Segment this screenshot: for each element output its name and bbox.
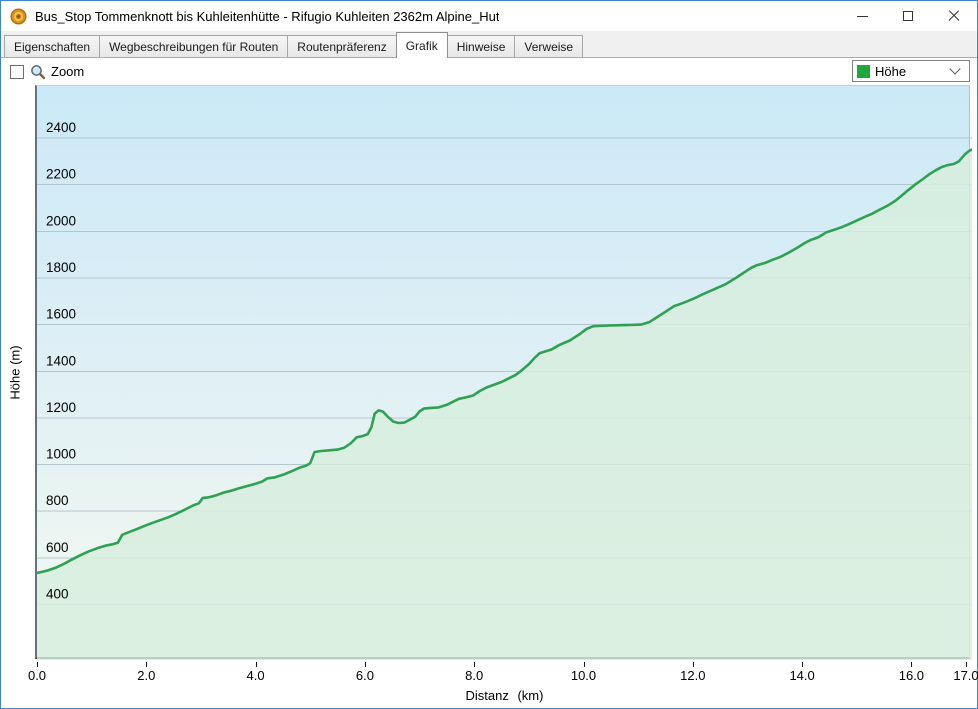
x-axis-tick [37,662,38,667]
zoom-checkbox-label: Zoom [51,64,85,79]
app-icon [10,8,27,24]
svg-text:2000: 2000 [46,213,76,228]
magnifier-icon [31,64,46,79]
zoom-checkbox[interactable] [10,64,24,79]
x-axis-tick [474,662,476,667]
close-icon [948,10,960,22]
x-axis-tick-label: 4.0 [246,668,265,683]
maximize-icon [903,11,913,21]
x-axis-tick [146,662,148,667]
x-axis-tick-label: 17.0 [953,668,978,683]
x-axis-title: Distanz (km) [465,688,544,703]
chevron-down-icon [949,63,961,75]
title-bar: Bus_Stop Tommenknott bis Kuhleitenhütte … [1,1,977,31]
legend-swatch [857,64,870,78]
plot-area[interactable]: 400 600 800 1000 1200 1400 1600 1800 2000 2200 240… [35,85,972,660]
x-axis-tick [802,662,804,667]
tab-hinweise[interactable]: Hinweise [446,35,516,57]
x-axis-tick-label: 10.0 [570,668,597,683]
x-axis-tick-label: 12.0 [680,668,706,683]
svg-text:400: 400 [46,587,69,602]
tab-grafik[interactable]: Grafik [395,32,448,58]
elevation-chart: Höhe (m) 400 600 800 1000 1200 1400 1600 1800 20… [1,85,978,708]
x-axis-tick-label: 2.0 [137,668,156,683]
maximize-button[interactable] [885,1,931,31]
x-axis-tick-label: 16.0 [898,668,925,683]
x-axis-tick [255,662,257,667]
x-axis-tick-label: 6.0 [355,668,374,683]
svg-text:2400: 2400 [46,120,76,135]
series-select-value: Höhe [875,63,907,79]
x-axis-tick [692,662,694,667]
svg-text:1400: 1400 [46,353,76,368]
graph-toolbar: Zoom Höhe [1,58,977,85]
svg-text:1000: 1000 [46,447,76,462]
svg-text:2200: 2200 [46,167,76,182]
elevation-profile-svg: 400 600 800 1000 1200 1400 1600 1800 2000 2200 240… [37,120,972,660]
svg-text:1200: 1200 [46,400,76,415]
close-button[interactable] [931,1,977,31]
x-axis-tick-label: 8.0 [465,668,484,683]
x-axis-tick [583,662,585,667]
svg-text:1800: 1800 [46,260,76,275]
svg-text:600: 600 [46,540,69,555]
tab-routenpraeferenz[interactable]: Routenpräferenz [287,35,397,57]
tab-bar: Eigenschaften Wegbeschreibungen für Rout… [1,31,977,58]
window-title: Bus_Stop Tommenknott bis Kuhleitenhütte … [35,8,500,24]
x-axis-tick [966,662,967,667]
x-axis-tick [911,662,913,667]
y-axis-title: Höhe (m) [7,345,23,400]
tab-verweise[interactable]: Verweise [514,35,584,57]
svg-text:800: 800 [46,493,69,508]
tab-wegbeschreibungen[interactable]: Wegbeschreibungen für Routen [99,35,289,57]
tab-eigenschaften[interactable]: Eigenschaften [4,35,101,57]
series-select[interactable]: Höhe [852,60,970,82]
minimize-icon [856,15,868,17]
x-axis-tick-label: 0.0 [27,668,47,683]
x-axis-tick [364,662,366,667]
x-axis-tick-label: 14.0 [789,668,815,683]
minimize-button[interactable] [839,1,885,31]
window-controls [839,1,977,31]
svg-text:1600: 1600 [46,307,76,322]
